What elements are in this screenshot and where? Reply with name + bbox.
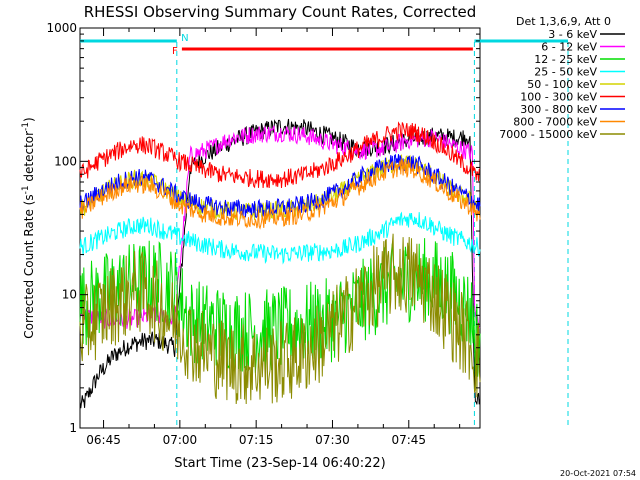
chart-title: RHESSI Observing Summary Count Rates, Co… xyxy=(84,3,477,21)
generation-timestamp: 20-Oct-2021 07:54 xyxy=(560,469,636,478)
flag-label: F xyxy=(172,46,178,57)
y-axis: 1 10 100 1000 xyxy=(46,21,480,435)
x-tick-label: 07:30 xyxy=(315,433,350,447)
x-tick-label: 07:00 xyxy=(163,433,198,447)
x-axis: 06:45 07:00 07:15 07:30 07:45 xyxy=(86,28,461,447)
series-line xyxy=(79,159,481,230)
y-tick-label: 1000 xyxy=(46,21,77,35)
legend-label: 25 - 50 keV xyxy=(534,66,597,79)
legend-label: 3 - 6 keV xyxy=(548,28,597,41)
legend-label: 800 - 7000 keV xyxy=(513,116,597,129)
legend-label: 6 - 12 keV xyxy=(541,41,597,54)
series-line xyxy=(79,233,481,405)
x-tick-label: 07:45 xyxy=(391,433,426,447)
series-layer xyxy=(79,118,481,409)
x-axis-label: Start Time (23-Sep-14 06:40:22) xyxy=(174,456,385,471)
y-tick-label: 10 xyxy=(62,288,77,302)
x-tick-label: 07:15 xyxy=(239,433,274,447)
y-tick-label: 100 xyxy=(54,154,77,168)
flag-label: N xyxy=(181,33,188,44)
legend-label: 100 - 300 keV xyxy=(520,91,597,104)
series-line xyxy=(79,121,481,189)
series-line xyxy=(79,154,481,221)
series-line xyxy=(79,211,481,265)
plot-area xyxy=(79,27,481,429)
y-axis-label: Corrected Count Rate (s-1 detector-1) xyxy=(21,117,36,338)
x-tick-label: 06:45 xyxy=(86,433,121,447)
series-line xyxy=(79,153,481,219)
legend-label: 300 - 800 keV xyxy=(520,103,597,116)
legend-label: 12 - 25 keV xyxy=(534,53,597,66)
legend-title: Det 1,3,6,9, Att 0 xyxy=(516,15,611,28)
y-tick-label: 1 xyxy=(69,421,77,435)
legend-label: 7000 - 15000 keV xyxy=(499,128,597,141)
legend-label: 50 - 100 keV xyxy=(527,78,597,91)
plot-frame xyxy=(79,27,481,429)
status-flags: NF xyxy=(80,33,569,428)
